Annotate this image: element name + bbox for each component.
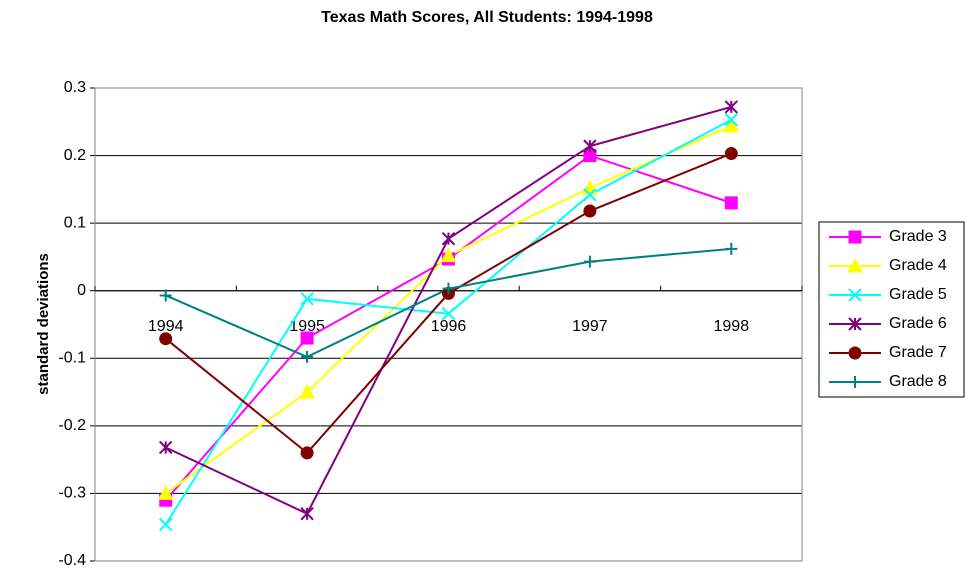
marker — [848, 317, 862, 331]
marker — [441, 231, 456, 246]
marker — [724, 196, 738, 210]
marker — [157, 485, 174, 500]
marker — [583, 188, 597, 202]
marker — [440, 247, 457, 263]
y-axis-label: standard deviations — [35, 253, 52, 395]
marker — [300, 292, 314, 306]
marker — [159, 332, 173, 346]
marker — [849, 376, 861, 388]
marker — [158, 517, 173, 532]
plot-border — [94, 87, 803, 562]
marker — [158, 440, 173, 455]
y-tick-label: 0 — [77, 282, 86, 299]
y-tick-label: 0.1 — [64, 214, 86, 231]
legend-label: Grade 4 — [889, 257, 947, 274]
series-line — [165, 152, 732, 455]
series-line — [165, 124, 732, 495]
marker — [582, 179, 598, 195]
marker — [441, 306, 456, 321]
y-tick-label: -0.4 — [58, 552, 86, 569]
marker — [159, 289, 172, 302]
marker — [847, 257, 863, 273]
x-tick-label: 1997 — [572, 318, 608, 335]
marker — [300, 331, 314, 345]
y-tick-label: 0.3 — [64, 79, 86, 96]
marker — [724, 100, 739, 114]
y-tick-label: 0.2 — [64, 147, 86, 164]
marker — [442, 282, 455, 295]
legend-label: Grade 7 — [889, 344, 947, 361]
legend-label: Grade 5 — [889, 286, 947, 303]
legend-label: Grade 6 — [889, 315, 947, 332]
marker — [300, 446, 314, 460]
marker — [725, 242, 738, 255]
marker — [724, 113, 739, 127]
y-tick-label: -0.1 — [58, 350, 86, 367]
marker — [724, 147, 738, 161]
series-line — [165, 105, 732, 516]
y-tick-label: -0.3 — [58, 485, 86, 502]
marker — [723, 117, 740, 133]
marker — [583, 255, 596, 268]
marker — [848, 230, 862, 244]
y-tick-label: -0.2 — [58, 417, 86, 434]
marker — [848, 288, 862, 302]
x-tick-label: 1994 — [148, 318, 184, 335]
x-tick-label: 1996 — [431, 318, 467, 335]
marker — [301, 350, 314, 363]
marker — [583, 204, 597, 218]
x-tick-label: 1995 — [289, 318, 325, 335]
marker — [848, 346, 862, 360]
marker — [583, 139, 597, 153]
marker — [300, 506, 314, 521]
chart-title: Texas Math Scores, All Students: 1994-19… — [321, 9, 653, 26]
x-tick-label: 1998 — [714, 318, 750, 335]
marker — [299, 384, 315, 399]
legend-label: Grade 8 — [889, 373, 947, 390]
legend-box — [818, 221, 965, 398]
legend-label: Grade 3 — [889, 228, 947, 245]
